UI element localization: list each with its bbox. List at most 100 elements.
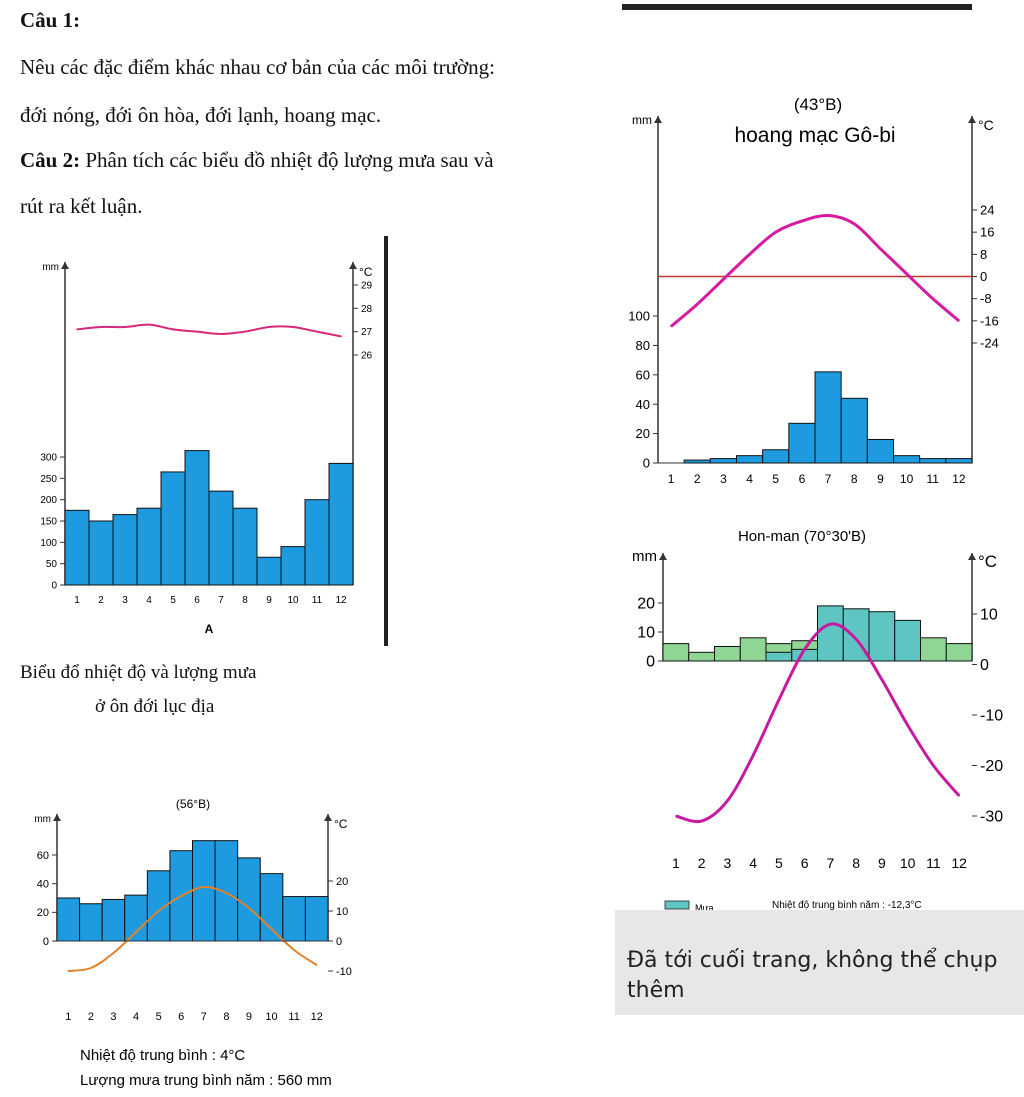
bar-rain_mm-7 [208, 490, 234, 586]
bar-rain_mm-6 [788, 422, 816, 464]
bar-rain_mm-9 [866, 438, 895, 464]
right-tick-label: -16 [980, 313, 999, 328]
temperature-line [68, 885, 318, 972]
right-tick-label: 20 [336, 876, 348, 888]
chart-gobi-title: hoang mạc Gô-bi [734, 124, 895, 147]
temperature-point-11 [932, 764, 935, 767]
temperature-point-5 [774, 231, 777, 233]
left-tick-label: 250 [40, 474, 57, 485]
bar-rain_mm-4 [124, 894, 148, 942]
bar-rain_mm-12 [945, 458, 973, 464]
left-tick-label: 60 [37, 850, 49, 862]
month-label: 12 [311, 1011, 323, 1023]
bar-rain_mm-3 [709, 458, 738, 464]
temperature-point-1 [67, 970, 70, 972]
temperature-point-2 [696, 303, 699, 306]
right-tick-label: -8 [980, 291, 992, 306]
right-tick-label: 8 [980, 247, 987, 262]
bar-rain_mm-3 [101, 898, 126, 942]
temperature-point-8 [225, 892, 228, 894]
left-axis-label: mm [632, 548, 657, 565]
temperature-point-3 [726, 800, 729, 802]
month-label: 6 [801, 855, 809, 871]
month-label: 2 [98, 595, 104, 606]
temperature-point-4 [135, 931, 137, 933]
left-axis-label: mm [42, 262, 59, 273]
month-label: 2 [694, 472, 701, 486]
right-axis-arrow [968, 553, 976, 560]
bar-rain_mm-2 [79, 903, 103, 942]
month-label: 8 [242, 595, 248, 606]
month-label: 9 [266, 595, 272, 606]
left-tick-label: 20 [636, 426, 650, 441]
temperature-point-6 [803, 648, 806, 651]
month-label: 11 [312, 595, 323, 606]
temperature-point-10 [270, 928, 273, 930]
temperature-point-10 [906, 724, 909, 726]
month-label: 3 [723, 855, 731, 871]
left-tick-label: 40 [636, 397, 650, 412]
temperature-point-12 [315, 964, 318, 966]
temperature-point-3 [124, 326, 126, 328]
month-label: 8 [852, 855, 860, 871]
left-tick-label: 300 [40, 453, 57, 464]
month-label: 11 [288, 1011, 299, 1023]
left-axis-arrow [53, 814, 61, 821]
bar-rain_mm-11 [304, 499, 330, 586]
temperature-point-3 [112, 952, 115, 954]
bar-snow_mm-1 [662, 643, 690, 662]
temperature-point-2 [90, 967, 92, 969]
right-tick-label: 16 [980, 225, 994, 240]
temperature-line [675, 622, 961, 824]
vertical-divider [384, 236, 388, 646]
month-label: 10 [287, 595, 299, 606]
month-label: 9 [246, 1011, 252, 1023]
temperature-point-5 [172, 328, 174, 331]
month-label: 12 [952, 472, 966, 486]
right-tick-label: 10 [980, 607, 998, 624]
month-label: 12 [951, 855, 967, 871]
month-label: 8 [851, 472, 858, 486]
month-label: 8 [223, 1011, 229, 1023]
right-tick-label: -10 [336, 966, 352, 978]
question-1-line-2: đới nóng, đới ôn hòa, đới lạnh, hoang mạ… [20, 103, 382, 127]
temperature-point-7 [829, 623, 832, 625]
bar-rain_mm-8 [214, 840, 239, 942]
bar-rain_mm-7 [192, 840, 216, 942]
temperature-point-1 [670, 325, 672, 328]
bar-rain_mm-11 [919, 458, 947, 464]
temperature-point-9 [881, 678, 883, 681]
bar-rain_mm-9 [256, 556, 282, 586]
right-tick-label: 24 [980, 203, 994, 218]
right-axis-label: °C [978, 552, 997, 571]
temperature-point-5 [157, 910, 160, 912]
month-label: 9 [878, 855, 886, 871]
right-tick-label: -24 [980, 336, 999, 351]
bar-rain_mm-4 [136, 507, 162, 586]
right-axis-arrow [324, 814, 332, 821]
question-2-line-1: Câu 2: Phân tích các biểu đồ nhiệt độ lư… [20, 148, 494, 172]
left-tick-label: 60 [636, 367, 650, 382]
left-tick-label: 40 [37, 879, 49, 891]
temperature-point-3 [722, 278, 725, 281]
month-label: 2 [88, 1011, 94, 1023]
bar-rain_mm-5 [762, 449, 790, 464]
month-label: 6 [799, 472, 806, 486]
right-axis-label: °C [334, 817, 348, 831]
left-tick-label: 0 [43, 936, 49, 948]
bar-snow_mm-11 [920, 637, 947, 662]
left-tick-label: 80 [636, 338, 650, 353]
temperature-point-11 [293, 949, 295, 951]
question-2-line-2: rút ra kết luận. [20, 194, 143, 218]
month-label: 4 [133, 1011, 139, 1023]
month-label: 9 [877, 472, 884, 486]
temperature-point-8 [244, 330, 246, 333]
month-label: 7 [201, 1011, 207, 1023]
temperature-point-12 [340, 335, 342, 338]
left-tick-label: 150 [40, 517, 57, 528]
right-tick-label: 0 [980, 657, 989, 674]
bar-rain_mm-12 [304, 896, 329, 942]
month-label: 3 [110, 1011, 116, 1023]
